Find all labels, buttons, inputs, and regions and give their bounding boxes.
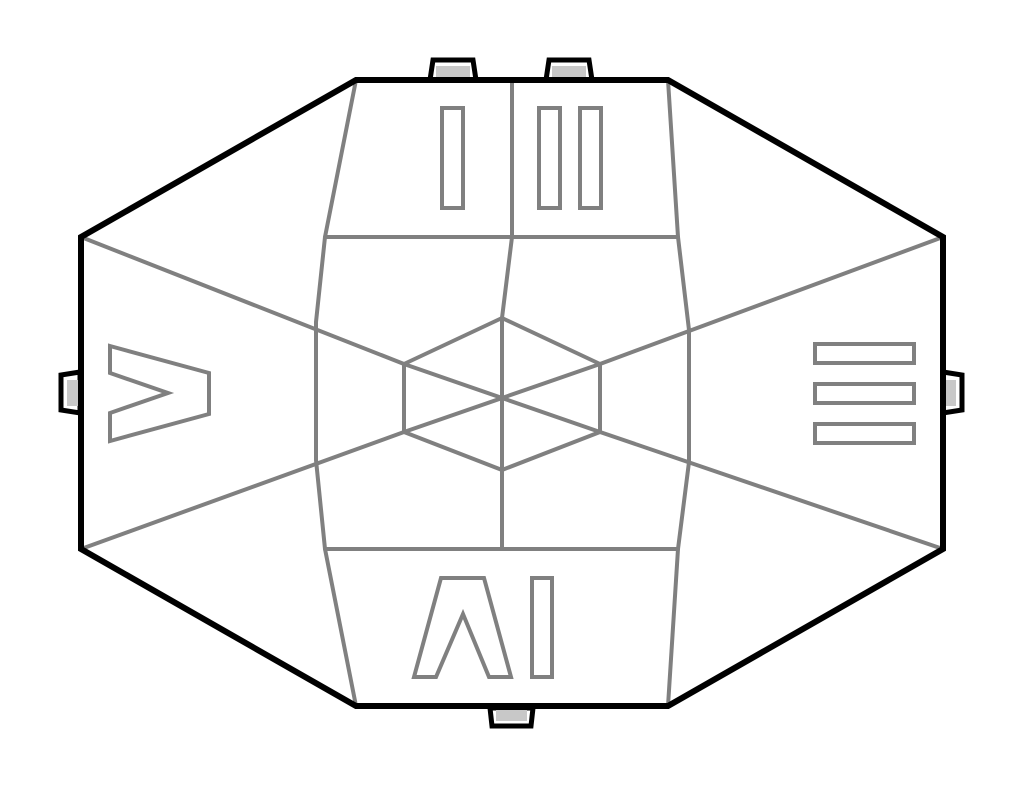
diag-upper-right [598, 235, 945, 366]
right-panel-boundary [666, 78, 691, 708]
left-panel-boundary [314, 78, 358, 708]
numeral-II [537, 106, 603, 210]
numeral-IV [411, 576, 554, 679]
crease-lines [79, 78, 945, 708]
numeral-V-shape [108, 343, 211, 444]
numeral-IV-v [411, 576, 514, 679]
top-connector [500, 235, 514, 320]
diag-upper-left [79, 235, 406, 366]
numeral-V [108, 343, 211, 444]
hex-diagonal-spoke-2 [402, 362, 602, 434]
diag-lower-left [79, 430, 406, 551]
numeral-I [440, 106, 465, 210]
diag-lower-right [598, 430, 945, 551]
tab-left [58, 369, 83, 416]
panel-numerals [108, 106, 916, 679]
net-outer-outline [78, 77, 946, 709]
numeral-III [813, 342, 916, 445]
tab-bottom [487, 705, 536, 729]
